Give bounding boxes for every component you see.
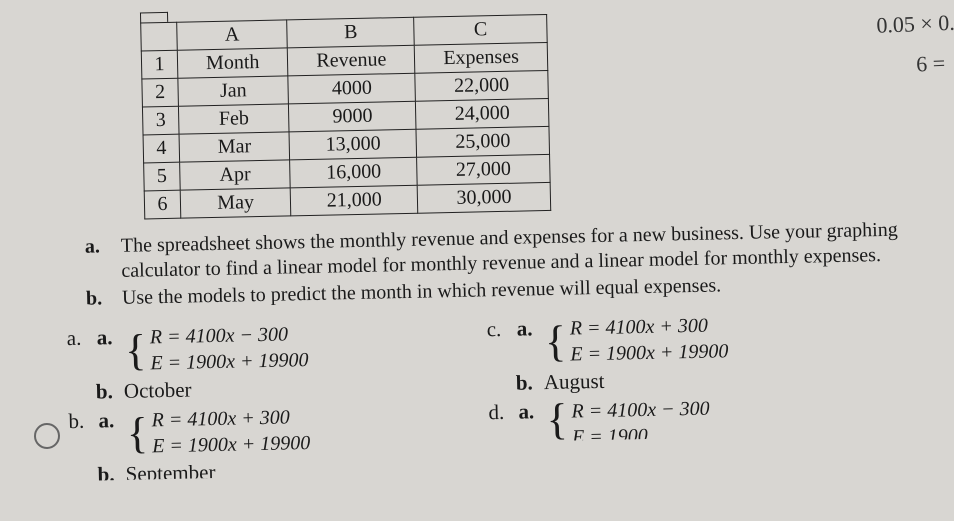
sheet-tab xyxy=(140,12,168,23)
choice-month: August xyxy=(544,369,605,395)
equation: E = 1900x + 19900 xyxy=(152,430,311,459)
cell: 16,000 xyxy=(290,157,418,188)
col-header-b: B xyxy=(287,17,415,48)
row-num: 5 xyxy=(144,162,181,191)
col-header-a: A xyxy=(177,20,288,50)
cell: 13,000 xyxy=(289,129,417,160)
choice-sub-label: a. xyxy=(516,316,545,342)
cell: Revenue xyxy=(288,45,416,76)
choice-b: b. a. { R = 4100x + 300 E = 1900x + 1990… xyxy=(68,400,489,461)
row-num: 4 xyxy=(143,134,180,163)
cell: Feb xyxy=(178,104,289,134)
choice-month: October xyxy=(124,377,192,403)
cell: 25,000 xyxy=(416,126,549,157)
cell: 9000 xyxy=(289,101,417,132)
cell: 30,000 xyxy=(417,182,550,213)
cell: Jan xyxy=(178,76,289,106)
spreadsheet-region: A B C 1 Month Revenue Expenses 2 Jan 400… xyxy=(140,0,938,219)
choice-sub-label: b. xyxy=(96,379,125,405)
choice-label: c. xyxy=(486,317,517,343)
equation: E = 1900x + 19900 xyxy=(570,338,729,367)
choice-sub-label: a. xyxy=(518,399,547,425)
row-num: 1 xyxy=(141,50,178,79)
question-label-b: b. xyxy=(86,286,123,312)
brace-icon: { xyxy=(546,400,568,440)
choice-sub-label: b. xyxy=(97,462,125,481)
choice-sub-label: a. xyxy=(97,325,126,351)
question-block: a. The spreadsheet shows the monthly rev… xyxy=(85,217,916,311)
choice-a: a. a. { R = 4100x − 300 E = 1900x + 1990… xyxy=(67,317,488,378)
cell: 22,000 xyxy=(415,70,548,101)
spreadsheet-table: A B C 1 Month Revenue Expenses 2 Jan 400… xyxy=(140,14,551,219)
cell: 21,000 xyxy=(291,185,419,216)
answer-choices: a. a. { R = 4100x − 300 E = 1900x + 1990… xyxy=(67,308,944,481)
handwritten-note: 0.05 × 0. xyxy=(875,10,954,39)
cell: May xyxy=(180,188,291,218)
choice-sub-label: b. xyxy=(516,370,545,396)
choice-d: d. a. { R = 4100x − 300 E = 1900 xyxy=(488,391,909,442)
choice-label: d. xyxy=(488,400,519,426)
row-num: 2 xyxy=(142,78,179,107)
equation: R = 4100x − 300 xyxy=(150,321,309,350)
choice-c: c. a. { R = 4100x + 300 E = 1900x + 1990… xyxy=(486,309,907,370)
cell: Expenses xyxy=(415,42,548,73)
cell: Mar xyxy=(179,132,290,162)
choice-sub-label: a. xyxy=(98,408,127,434)
corner-cell xyxy=(141,22,178,51)
brace-icon: { xyxy=(126,414,148,454)
equation: R = 4100x − 300 xyxy=(571,396,710,425)
brace-icon: { xyxy=(125,331,147,371)
choice-label: b. xyxy=(68,408,99,434)
handwritten-note: 6 = xyxy=(916,50,946,77)
choice-month: September xyxy=(125,460,215,480)
col-header-c: C xyxy=(414,14,547,45)
cell: 4000 xyxy=(288,73,416,104)
choice-label: a. xyxy=(67,325,98,351)
cell: Month xyxy=(177,48,288,78)
row-num: 3 xyxy=(142,106,179,135)
equation: E = 1900x + 19900 xyxy=(150,347,309,376)
brace-icon: { xyxy=(545,322,567,362)
equation: E = 1900 xyxy=(572,422,710,441)
equation: R = 4100x + 300 xyxy=(151,404,310,433)
equation: R = 4100x + 300 xyxy=(570,312,729,341)
question-label-a: a. xyxy=(85,234,122,285)
cell: 27,000 xyxy=(417,154,550,185)
cell: Apr xyxy=(180,160,291,190)
row-num: 6 xyxy=(144,190,181,219)
cell: 24,000 xyxy=(416,98,549,129)
